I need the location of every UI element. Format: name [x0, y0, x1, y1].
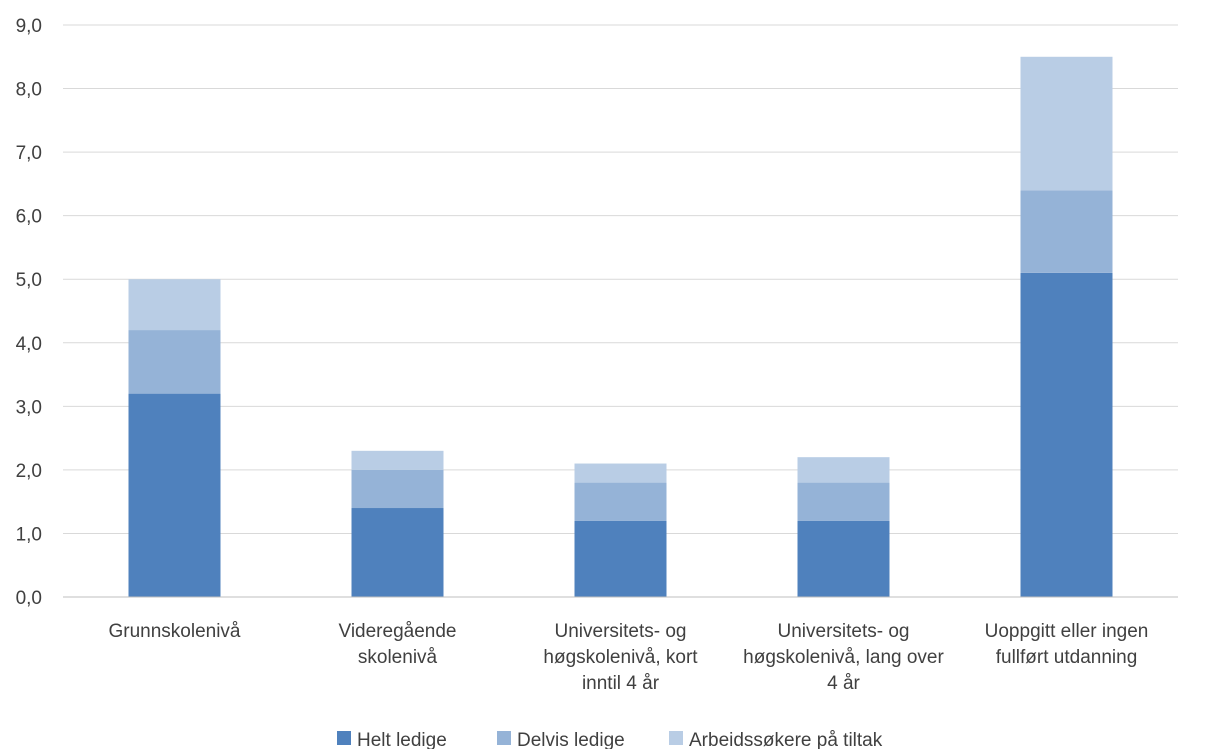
- legend-swatch: [497, 731, 511, 745]
- bar-segment-delvis-ledige: [574, 482, 667, 521]
- y-tick-label: 7,0: [16, 143, 42, 164]
- legend-label: Helt ledige: [357, 730, 447, 749]
- x-category-label: Grunnskolenivå: [108, 621, 240, 642]
- bar-segment-delvis-ledige: [128, 330, 221, 394]
- bar-segment-arbeidss-kere-p-tiltak: [1020, 56, 1113, 191]
- legend: Helt ledige Delvis ledige Arbeidssøkere på…: [337, 730, 883, 749]
- bar-segment-arbeidss-kere-p-tiltak: [574, 463, 667, 483]
- x-category-label: inntil 4 år: [582, 673, 660, 694]
- gridlines: [63, 24, 1178, 534]
- y-tick-label: 2,0: [16, 461, 42, 482]
- x-category-label: 4 år: [827, 673, 860, 694]
- y-tick-label: 5,0: [16, 270, 42, 291]
- x-axis-category-labels: Grunnskolenivå Videregående skolenivå Unive…: [108, 621, 1148, 694]
- legend-swatch: [337, 731, 351, 745]
- y-tick-label: 4,0: [16, 334, 42, 355]
- bar-segment-helt-ledige: [1020, 272, 1113, 597]
- x-category-label: Universitets- og: [555, 621, 687, 642]
- legend-label: Delvis ledige: [517, 730, 625, 749]
- bar-segment-arbeidss-kere-p-tiltak: [128, 279, 221, 331]
- x-category-label: Universitets- og: [778, 621, 910, 642]
- legend-label: Arbeidssøkere på tiltak: [689, 730, 883, 749]
- y-tick-label: 6,0: [16, 207, 42, 228]
- legend-swatch: [669, 731, 683, 745]
- bar-segment-delvis-ledige: [797, 482, 890, 521]
- x-category-label: Videregående: [339, 621, 457, 642]
- bars: [128, 56, 1113, 597]
- x-category-label: høgskolenivå, lang over: [743, 647, 944, 668]
- bar-segment-arbeidss-kere-p-tiltak: [351, 450, 444, 470]
- y-tick-label: 1,0: [16, 524, 42, 545]
- y-tick-label: 0,0: [16, 588, 42, 609]
- bar-segment-delvis-ledige: [1020, 190, 1113, 273]
- y-axis-ticks: 0,0 1,0 2,0 3,0 4,0 5,0 6,0 7,0 8,0 9,0: [16, 16, 42, 609]
- bar-segment-helt-ledige: [128, 393, 221, 597]
- x-category-label: skolenivå: [358, 647, 438, 668]
- x-category-label: fullført utdanning: [996, 647, 1138, 668]
- y-tick-label: 8,0: [16, 80, 42, 101]
- bar-segment-arbeidss-kere-p-tiltak: [797, 457, 890, 483]
- y-tick-label: 3,0: [16, 397, 42, 418]
- bar-segment-helt-ledige: [797, 520, 890, 597]
- x-category-label: Uoppgitt eller ingen: [985, 621, 1149, 642]
- x-category-label: høgskolenivå, kort: [543, 647, 698, 668]
- bar-segment-helt-ledige: [574, 520, 667, 597]
- bar-segment-helt-ledige: [351, 508, 444, 597]
- y-tick-label: 9,0: [16, 16, 42, 37]
- bar-segment-delvis-ledige: [351, 469, 444, 509]
